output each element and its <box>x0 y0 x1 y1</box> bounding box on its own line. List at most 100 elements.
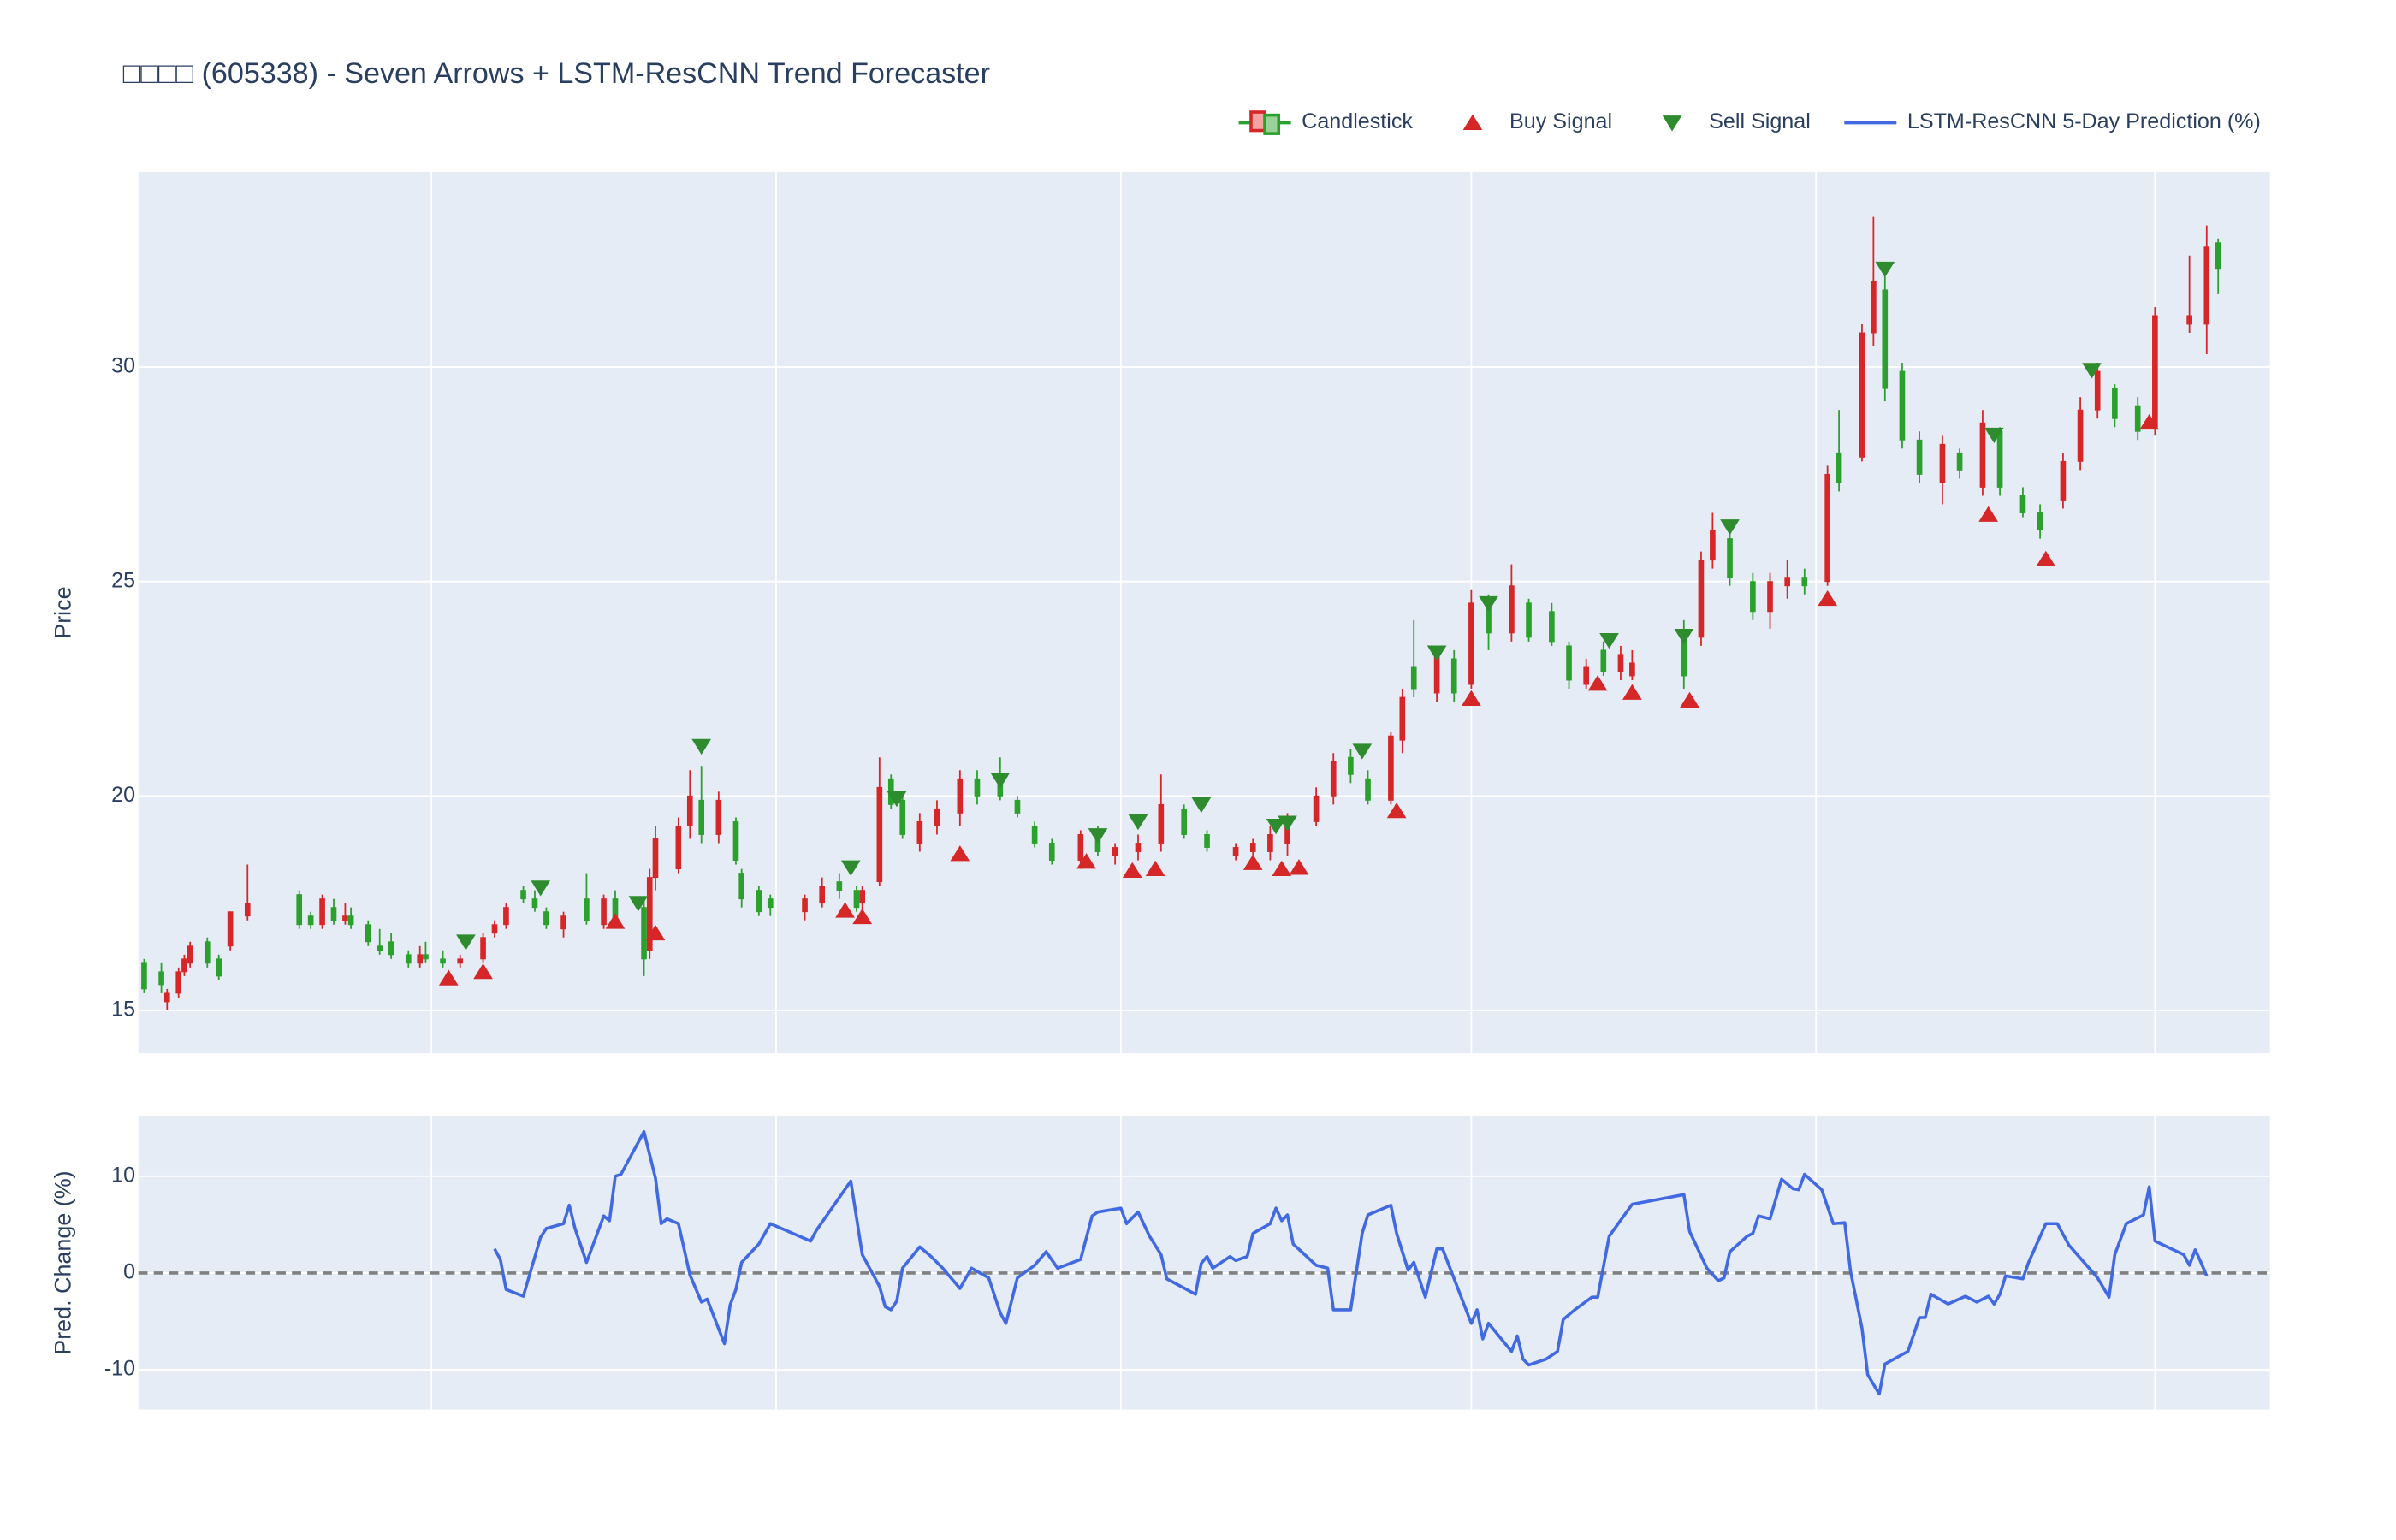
candle-body <box>802 898 808 913</box>
candle-body <box>1181 808 1187 835</box>
signal-marker <box>1622 684 1642 700</box>
candle-body <box>1450 658 1457 694</box>
signal-marker <box>2139 413 2159 430</box>
candle-body <box>2094 370 2101 411</box>
legend-label: Sell Signal <box>1709 110 1811 133</box>
candle-body <box>584 898 590 921</box>
chart-title: □□□□ (605338) - Seven Arrows + LSTM-ResC… <box>123 57 990 90</box>
plot-area <box>138 1116 2270 1410</box>
y-axis-title: Pred. Change (%) <box>50 1170 76 1354</box>
candle-body <box>1750 581 1756 613</box>
candle-body <box>141 962 147 990</box>
candle-body <box>296 894 303 926</box>
candle-body <box>2203 246 2210 325</box>
candle-body <box>876 786 883 883</box>
signal-marker <box>531 880 551 897</box>
signal-marker <box>950 845 970 862</box>
candle-body <box>491 924 498 934</box>
signal-marker <box>1587 675 1608 691</box>
candle-body <box>520 890 526 900</box>
y-tick-label: 20 <box>111 783 135 807</box>
legend-label: Candlestick <box>1302 110 1413 133</box>
candle-body <box>2077 409 2084 462</box>
candle-body <box>163 992 170 1003</box>
candle-body <box>1204 834 1210 848</box>
candle-body <box>1365 778 1371 801</box>
candle-body <box>1158 803 1165 844</box>
candle-body <box>1899 370 1906 441</box>
signal-marker <box>1674 628 1694 645</box>
candle-body <box>1348 756 1354 775</box>
signal-marker <box>1278 815 1297 832</box>
candle-body <box>1267 834 1273 852</box>
signal-marker <box>1128 814 1148 831</box>
candle-body <box>1566 645 1572 681</box>
candle-body <box>899 799 906 835</box>
candle-body <box>560 915 566 930</box>
candle-body <box>732 820 739 861</box>
signal-marker <box>852 908 873 925</box>
candle-body <box>543 911 549 926</box>
signal-marker <box>1191 797 1212 814</box>
candle-body <box>859 890 866 904</box>
candle-body <box>1836 452 1842 483</box>
candle-body <box>1698 560 1705 638</box>
candle-body <box>457 958 464 964</box>
signal-marker <box>1272 860 1292 876</box>
candle-body <box>1410 666 1417 690</box>
y-tick-label: 0 <box>123 1260 135 1284</box>
candle-body <box>2215 242 2221 270</box>
signal-marker <box>691 738 712 755</box>
candle-body <box>819 886 826 904</box>
candle-body <box>1979 422 1986 488</box>
candle-body <box>2186 315 2192 325</box>
candle-body <box>1784 577 1790 587</box>
candle-body <box>675 825 682 870</box>
signal-marker <box>1984 427 2004 444</box>
candle-body <box>1031 825 1038 844</box>
candle-body <box>715 799 722 835</box>
signal-marker <box>1720 519 1740 536</box>
candle-body <box>1249 843 1256 852</box>
candle-body <box>377 945 383 951</box>
candle-body <box>1526 602 1532 638</box>
signal-marker <box>2036 550 2056 567</box>
candle-body <box>480 937 486 960</box>
signal-marker <box>1680 691 1699 708</box>
candle-body <box>2037 512 2043 531</box>
candle-body <box>652 838 659 879</box>
candle-body <box>216 958 222 977</box>
candle-body <box>738 873 745 900</box>
candle-body <box>601 898 607 926</box>
candle-body <box>1996 430 2003 488</box>
legend-icon <box>1249 110 1266 133</box>
y-tick-label: 15 <box>111 998 135 1022</box>
candle-body <box>1509 585 1515 634</box>
candle-body <box>204 941 211 964</box>
signal-marker <box>1479 595 1498 613</box>
signal-marker <box>1875 261 1895 278</box>
signal-marker <box>1122 862 1142 878</box>
legend-icon <box>1662 116 1682 132</box>
candle-body <box>1388 735 1394 801</box>
prediction-line <box>493 1129 2209 1396</box>
signal-marker <box>605 913 626 929</box>
candle-body <box>756 890 762 913</box>
candle-body <box>244 903 251 917</box>
candle-body <box>1135 843 1142 852</box>
candle-body <box>531 898 538 909</box>
candle-body <box>646 877 653 951</box>
candle-body <box>388 941 394 956</box>
y-tick-label: 10 <box>111 1163 135 1187</box>
signal-marker <box>1289 859 1309 875</box>
candle-body <box>307 915 314 926</box>
candle-body <box>1871 281 1877 334</box>
candle-body <box>2060 460 2067 500</box>
candle-body <box>181 958 187 973</box>
candle-body <box>175 971 182 994</box>
candle-body <box>347 915 354 926</box>
candle-body <box>1882 289 1889 389</box>
signal-marker <box>1978 506 1999 522</box>
signal-marker <box>1266 819 1286 835</box>
